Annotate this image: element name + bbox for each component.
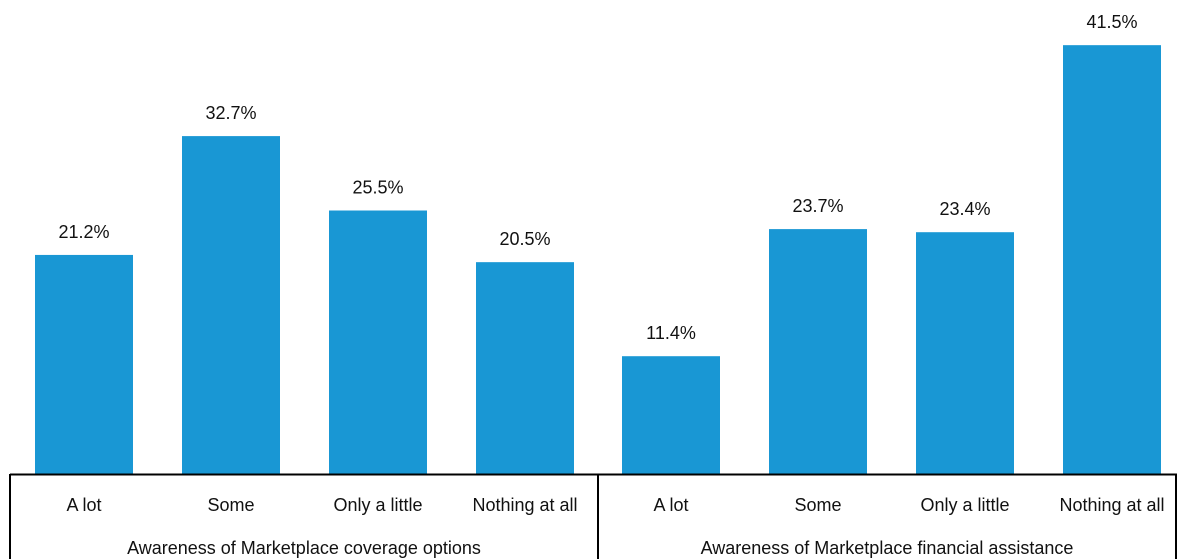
bar-1-3 (329, 210, 427, 474)
bar-1-2 (182, 136, 280, 474)
category-label-1-2: Some (207, 495, 254, 515)
category-axis (9, 473, 1177, 559)
category-label-1-3: Only a little (333, 495, 422, 515)
value-label-2-1: 11.4% (646, 323, 696, 343)
bar-2-1 (622, 356, 720, 474)
value-labels-layer: 21.2% 32.7% 25.5% 20.5% 11.4% 23.7% 23.4% 41.5% (58, 12, 1137, 343)
group-label-2: Awareness of Marketplace financial assis… (701, 538, 1074, 558)
value-label-2-2: 23.7% (792, 196, 843, 216)
value-label-2-3: 23.4% (939, 199, 990, 219)
bar-2-4 (1063, 45, 1161, 475)
category-label-1-4: Nothing at all (472, 495, 577, 515)
value-label-2-4: 41.5% (1086, 12, 1137, 32)
category-label-2-2: Some (794, 495, 841, 515)
value-label-1-1: 21.2% (58, 222, 109, 242)
bar-1-4 (476, 262, 574, 474)
bars-layer (35, 45, 1161, 475)
bar-2-3 (916, 232, 1014, 474)
value-label-1-3: 25.5% (352, 178, 403, 198)
value-label-1-4: 20.5% (499, 229, 550, 249)
category-label-2-4: Nothing at all (1059, 495, 1164, 515)
value-label-1-2: 32.7% (205, 103, 256, 123)
category-label-2-3: Only a little (920, 495, 1009, 515)
group-labels-layer: Awareness of Marketplace coverage option… (127, 538, 1073, 558)
bar-2-2 (769, 229, 867, 474)
category-label-1-1: A lot (66, 495, 101, 515)
bar-1-1 (35, 254, 133, 474)
category-label-2-1: A lot (653, 495, 688, 515)
category-labels-layer: A lot Some Only a little Nothing at all A lo… (66, 495, 1164, 515)
group-label-1: Awareness of Marketplace coverage option… (127, 538, 481, 558)
